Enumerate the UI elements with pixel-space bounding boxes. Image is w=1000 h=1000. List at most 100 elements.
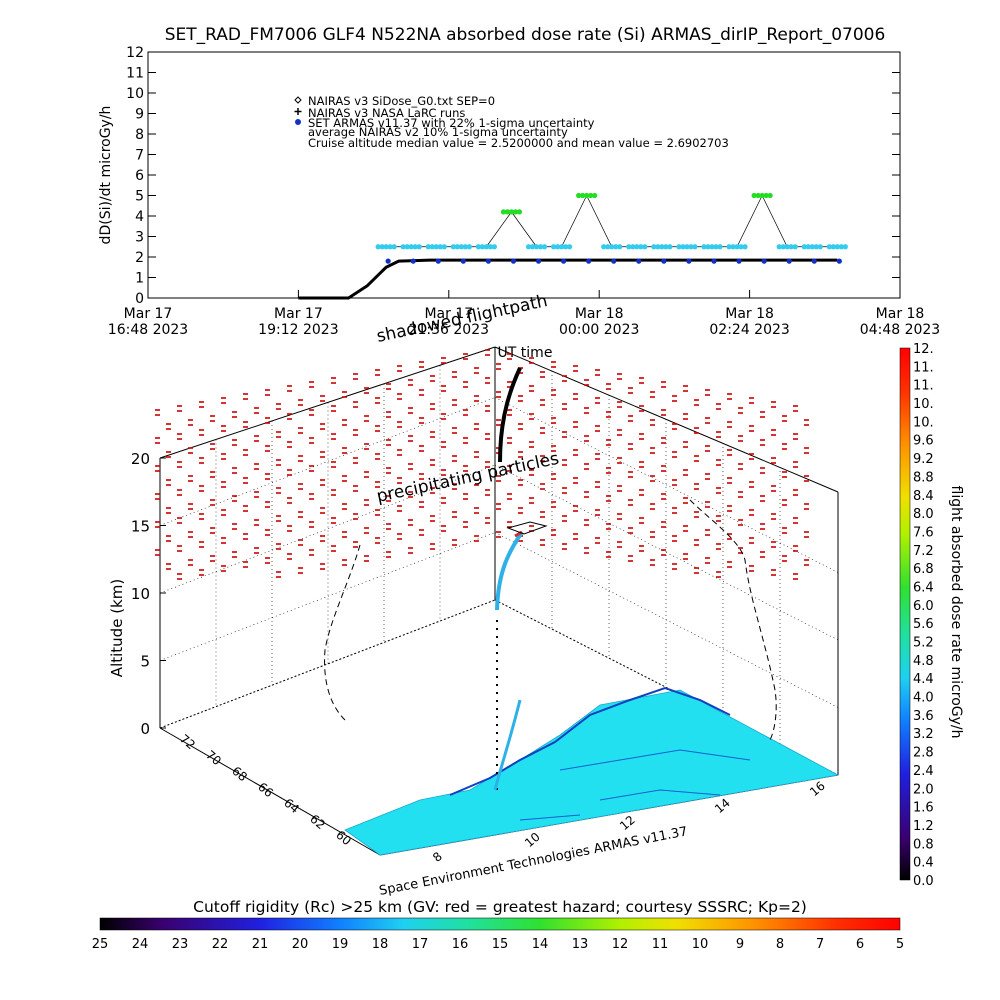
dose-tick-label: 4.8 (913, 654, 934, 669)
armas-point (763, 192, 769, 199)
armas-low-point (836, 258, 842, 264)
armas-point (441, 244, 447, 250)
armas-point (830, 244, 836, 250)
cutoff-tick-label: 24 (132, 937, 149, 952)
top-legend: NAIRAS v3 SiDose_G0.txt SEP=0 NAIRAS v3 … (294, 94, 729, 150)
armas-point (659, 244, 665, 250)
cutoff-tick-label: 21 (252, 937, 269, 952)
x-tick-line1: Mar 17 (424, 306, 473, 322)
armas-point (684, 244, 690, 250)
legend-text-larc: NAIRAS v3 NASA LaRC runs (308, 106, 465, 120)
altitude-tick-label: 10 (131, 585, 150, 603)
armas-point (525, 244, 532, 250)
armas-point (709, 244, 715, 250)
armas-low-point (786, 258, 792, 264)
flight-track-colored (495, 530, 524, 611)
armas-point (487, 244, 493, 250)
armas-point (780, 244, 786, 250)
armas-point (701, 244, 707, 250)
armas-point (551, 244, 557, 250)
armas-point (626, 244, 632, 250)
armas-point (734, 244, 740, 250)
latitude-tick-label: 64 (281, 796, 302, 817)
y-tick-label: 11 (126, 66, 144, 82)
cutoff-colorbar-bar (99, 917, 901, 931)
armas-point (676, 244, 682, 250)
x-tick-line1: Mar 18 (575, 306, 624, 322)
wall-gridlines (159, 365, 839, 776)
dose-tick-label: 0.4 (913, 856, 934, 871)
armas-point (630, 244, 636, 250)
armas-point (826, 244, 832, 250)
armas-point (516, 209, 523, 215)
armas-point (605, 244, 611, 250)
armas-point (512, 209, 519, 215)
dose-colorbar-bar (899, 347, 911, 881)
armas-point (391, 244, 397, 250)
armas-point (713, 244, 719, 250)
longitude-tick-label: 12 (617, 813, 638, 834)
armas-point (638, 244, 644, 250)
dose-tick-label: 9.2 (913, 452, 934, 467)
armas-point (529, 244, 536, 250)
flight-track (324, 367, 777, 791)
armas-low-point (761, 258, 767, 264)
armas-point (680, 244, 686, 250)
legend-item-armas: SET ARMAS v11.37 with 22% 1-sigma uncert… (295, 116, 595, 130)
armas-point (555, 244, 561, 250)
armas-point (817, 244, 823, 250)
armas-point (813, 244, 819, 250)
armas-point (475, 244, 481, 250)
armas-point (576, 192, 582, 199)
dose-tick-label: 1.6 (913, 801, 934, 816)
back-wall-grid-h (159, 532, 496, 661)
top-series (298, 192, 848, 300)
y-tick-label: 8 (135, 127, 144, 143)
dose-tick-label: 8.4 (913, 489, 934, 504)
x-tick-line2: 19:12 2023 (258, 322, 338, 338)
nairas-sidose-line (298, 258, 838, 300)
armas-point (580, 192, 586, 199)
y-tick-label: 4 (135, 209, 144, 225)
armas-point (784, 244, 790, 250)
cutoff-tick-label: 25 (92, 937, 109, 952)
dose-tick-label: 8.0 (913, 507, 934, 522)
dose-tick-label: 5.2 (913, 636, 934, 651)
diamond-marker-icon (294, 96, 302, 104)
chart-title: SET_RAD_FM7006 GLF4 N522NA absorbed dose… (165, 25, 886, 45)
y-tick-label: 12 (126, 45, 144, 61)
armas-point (559, 244, 565, 250)
x-tick-line1: Mar 18 (725, 306, 774, 322)
armas-point (717, 244, 723, 250)
y-tick-label: 1 (135, 271, 144, 287)
y-tick-label: 2 (135, 250, 144, 266)
armas-low-point (535, 258, 542, 264)
dose-tick-label: 11. (913, 360, 934, 375)
dose-tick-label: 4.0 (913, 691, 934, 706)
dose-colorbar: 0.0 0.4 0.8 1.2 1.6 2.0 2.4 2.8 3.2 3.6 4.0 4.4 4.8 5… (899, 342, 964, 889)
armas-point (688, 244, 694, 250)
y-tick-label: 3 (135, 230, 144, 246)
armas-point (483, 244, 489, 250)
armas-point (613, 244, 619, 250)
dose-tick-label: 3.2 (913, 727, 934, 742)
cutoff-colorbar: Cutoff rigidity (Rc) >25 km (GV: red = g… (92, 898, 904, 952)
dot-marker-icon (295, 119, 301, 125)
armas-low-point (611, 258, 617, 264)
armas-point (425, 244, 431, 250)
shadow-right (689, 499, 777, 741)
cutoff-tick-label: 20 (292, 937, 309, 952)
armas-point (726, 244, 732, 250)
y-tick-label: 10 (126, 86, 144, 102)
armas-point (508, 209, 515, 215)
armas-point (755, 192, 761, 199)
cutoff-tick-label: 13 (572, 937, 589, 952)
dose-tick-label: 3.6 (913, 709, 934, 724)
right-wall-grid-h (494, 397, 839, 573)
armas-point (738, 244, 744, 250)
right-wall-grid-h (494, 464, 839, 641)
cutoff-tick-label: 17 (412, 937, 429, 952)
armas-point (500, 209, 507, 215)
dose-tick-label: 8.8 (913, 470, 934, 485)
